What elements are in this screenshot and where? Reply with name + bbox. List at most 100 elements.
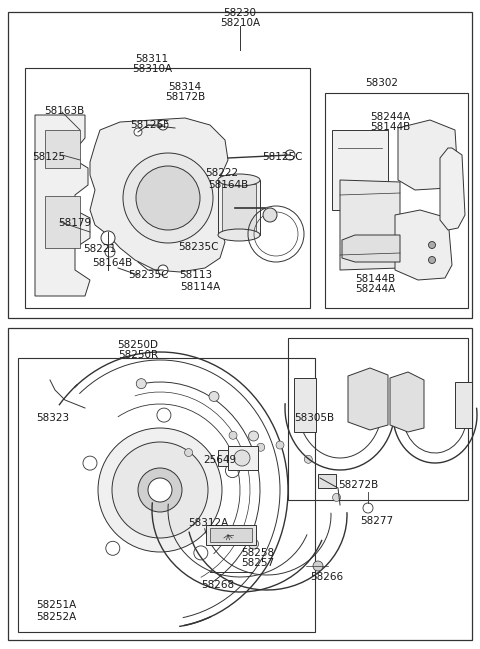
- Text: 58172B: 58172B: [165, 92, 205, 102]
- Text: 58163B: 58163B: [44, 106, 84, 116]
- Text: 58252A: 58252A: [36, 612, 76, 622]
- Polygon shape: [398, 120, 458, 190]
- Text: 58179: 58179: [58, 218, 91, 228]
- Circle shape: [112, 442, 208, 538]
- Circle shape: [249, 431, 259, 441]
- Polygon shape: [45, 130, 80, 168]
- Bar: [228, 446, 258, 470]
- Text: 58314: 58314: [168, 82, 202, 92]
- Circle shape: [185, 448, 192, 456]
- Bar: [8, 12, 472, 318]
- Polygon shape: [90, 118, 235, 272]
- Text: 58125F: 58125F: [131, 120, 169, 130]
- Polygon shape: [395, 210, 452, 280]
- Polygon shape: [35, 115, 90, 296]
- Text: 58266: 58266: [310, 572, 343, 582]
- Text: 58164B: 58164B: [92, 258, 132, 268]
- Circle shape: [134, 128, 142, 136]
- Circle shape: [229, 432, 237, 439]
- Text: 58302: 58302: [365, 78, 398, 88]
- Ellipse shape: [218, 174, 260, 186]
- Text: 58164B: 58164B: [208, 180, 248, 190]
- Bar: [222, 184, 256, 231]
- Bar: [318, 474, 336, 488]
- Text: 58323: 58323: [36, 413, 69, 423]
- Bar: [294, 378, 316, 432]
- Text: 58235C: 58235C: [178, 242, 218, 252]
- Polygon shape: [342, 235, 400, 262]
- Polygon shape: [390, 372, 424, 432]
- Text: 58250D: 58250D: [118, 340, 158, 350]
- Circle shape: [83, 456, 97, 470]
- Circle shape: [136, 378, 146, 389]
- Text: 58312A: 58312A: [188, 518, 228, 528]
- Text: 58144B: 58144B: [370, 122, 410, 132]
- Polygon shape: [348, 368, 388, 430]
- Circle shape: [234, 450, 250, 466]
- Circle shape: [257, 443, 265, 451]
- Text: 58258: 58258: [241, 548, 275, 558]
- Bar: [206, 525, 256, 545]
- Circle shape: [158, 265, 168, 275]
- Text: 58251A: 58251A: [36, 600, 76, 610]
- Circle shape: [98, 428, 222, 552]
- Bar: [288, 338, 468, 500]
- Circle shape: [157, 408, 171, 422]
- Circle shape: [276, 441, 284, 449]
- Text: 25649: 25649: [204, 455, 237, 465]
- Text: 58277: 58277: [360, 516, 393, 526]
- Text: 58235C: 58235C: [128, 270, 168, 280]
- Circle shape: [106, 541, 120, 556]
- Polygon shape: [340, 180, 400, 270]
- Bar: [25, 68, 310, 308]
- Bar: [210, 528, 252, 542]
- Text: 58125: 58125: [32, 152, 65, 162]
- Text: 58311: 58311: [135, 54, 168, 64]
- Circle shape: [313, 561, 323, 571]
- Circle shape: [285, 150, 295, 160]
- Circle shape: [429, 241, 435, 249]
- Bar: [18, 358, 315, 632]
- Circle shape: [148, 478, 172, 502]
- Ellipse shape: [218, 229, 260, 241]
- Text: 58244A: 58244A: [370, 112, 410, 122]
- Text: 58250R: 58250R: [118, 350, 158, 360]
- Circle shape: [138, 468, 182, 512]
- Text: 58210A: 58210A: [220, 18, 260, 28]
- Polygon shape: [440, 148, 465, 230]
- Bar: [325, 93, 468, 308]
- Text: 58257: 58257: [241, 558, 275, 568]
- Bar: [455, 382, 472, 428]
- Circle shape: [429, 256, 435, 263]
- Text: 58222: 58222: [205, 168, 238, 178]
- Text: 58268: 58268: [202, 580, 235, 590]
- Text: 58230: 58230: [224, 8, 256, 18]
- Circle shape: [363, 503, 373, 513]
- Circle shape: [249, 539, 259, 549]
- Circle shape: [136, 166, 200, 230]
- Text: 58221: 58221: [84, 244, 117, 254]
- Circle shape: [226, 463, 240, 478]
- Text: 58125C: 58125C: [262, 152, 302, 162]
- Circle shape: [194, 546, 208, 560]
- Polygon shape: [332, 130, 388, 210]
- Circle shape: [333, 493, 340, 502]
- Text: 58114A: 58114A: [180, 282, 220, 292]
- Text: 58272B: 58272B: [338, 480, 378, 490]
- Text: 58305B: 58305B: [294, 413, 334, 423]
- Circle shape: [123, 153, 213, 243]
- Circle shape: [101, 231, 115, 245]
- Polygon shape: [45, 196, 80, 248]
- Bar: [8, 328, 472, 640]
- Circle shape: [263, 208, 277, 222]
- Circle shape: [105, 247, 115, 257]
- Text: 58244A: 58244A: [355, 284, 395, 294]
- Circle shape: [304, 456, 312, 463]
- Text: 58144B: 58144B: [355, 274, 395, 284]
- Circle shape: [209, 391, 219, 402]
- Text: 58310A: 58310A: [132, 64, 172, 74]
- Text: 58113: 58113: [180, 270, 213, 280]
- Bar: [218, 450, 228, 466]
- Circle shape: [158, 120, 168, 130]
- Bar: [218, 180, 260, 235]
